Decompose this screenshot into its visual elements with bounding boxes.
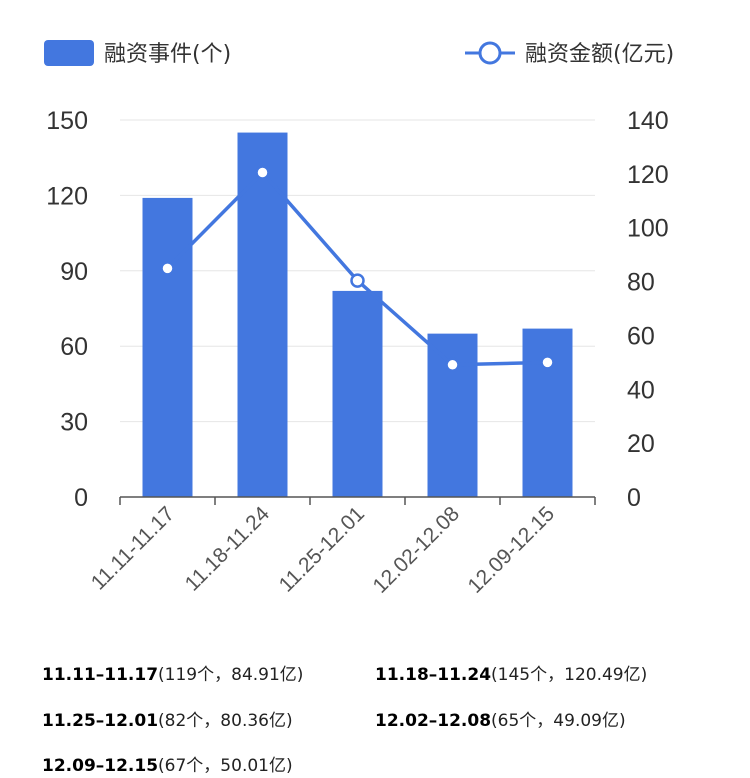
note-item: 11.25–12.01(82个，80.36亿): [42, 706, 293, 731]
bar: [142, 197, 193, 497]
notes: 11.11–11.17(119个，84.91亿) 11.18–11.24(145…: [0, 640, 750, 778]
y-right-tick-label: 0: [627, 484, 641, 512]
y-right-tick-label: 120: [627, 161, 669, 189]
y-right-axis: 0 20 40 60 80 100 120 140: [627, 107, 669, 512]
note-item: 11.18–11.24(145个，120.49亿): [375, 660, 647, 685]
legend-bar-label: 融资事件(个): [104, 42, 231, 67]
x-tick-label: 12.09-12.15: [463, 502, 559, 598]
legend-bar-swatch: [44, 40, 94, 66]
note-detail: (65个，49.09亿): [491, 711, 626, 731]
y-right-tick-label: 140: [627, 107, 669, 135]
y-left-axis: 0 30 60 90 120 150: [46, 107, 88, 512]
line-point: [255, 165, 270, 180]
line-series: [160, 165, 555, 373]
legend: 融资事件(个) 融资金额(亿元): [44, 40, 674, 67]
note-item: 12.09–12.15(67个，50.01亿): [42, 751, 293, 776]
note-period: 11.11–11.17: [42, 665, 159, 685]
chart: 融资事件(个) 融资金额(亿元) 11.11-11.17 11.18-11.24 1…: [44, 40, 674, 598]
y-right-tick-label: 100: [627, 215, 669, 243]
y-right-tick-label: 60: [627, 322, 655, 350]
y-right-tick-label: 40: [627, 376, 655, 404]
y-left-tick-label: 150: [46, 107, 88, 135]
note-detail: (145个，120.49亿): [491, 665, 648, 685]
x-tick-label: 12.02-12.08: [368, 502, 464, 598]
line-point: [350, 273, 365, 288]
note-detail: (67个，50.01亿): [158, 756, 293, 776]
bar: [332, 290, 383, 497]
legend-line-label: 融资金额(亿元): [525, 42, 674, 67]
note-period: 11.18–11.24: [375, 665, 492, 685]
y-left-tick-label: 90: [60, 258, 88, 286]
bars: [142, 132, 573, 498]
y-right-tick-label: 20: [627, 430, 655, 458]
x-axis: 11.11-11.17 11.18-11.24 11.25-12.01 12.02-1…: [87, 496, 596, 598]
legend-line-marker: [478, 41, 502, 65]
x-tick-label: 11.18-11.24: [181, 502, 275, 596]
note-detail: (82个，80.36亿): [158, 711, 293, 731]
note-detail: (119个，84.91亿): [158, 665, 304, 685]
note-period: 11.25–12.01: [42, 711, 159, 731]
line-point: [445, 357, 460, 373]
note-item: 11.11–11.17(119个，84.91亿): [42, 660, 303, 685]
bar: [522, 328, 573, 497]
y-left-tick-label: 60: [60, 333, 88, 361]
line-point: [160, 261, 175, 276]
note-period: 12.02–12.08: [375, 711, 492, 731]
y-right-tick-label: 80: [627, 269, 655, 297]
line-point: [540, 355, 555, 370]
note-period: 12.09–12.15: [42, 756, 159, 776]
bar: [237, 132, 288, 498]
note-item: 12.02–12.08(65个，49.09亿): [375, 706, 626, 731]
x-tick-label: 11.25-12.01: [275, 502, 369, 596]
y-left-tick-label: 0: [74, 484, 88, 512]
x-tick-label: 11.11-11.17: [87, 502, 179, 594]
y-left-tick-label: 30: [60, 409, 88, 437]
y-left-tick-label: 120: [46, 182, 88, 210]
